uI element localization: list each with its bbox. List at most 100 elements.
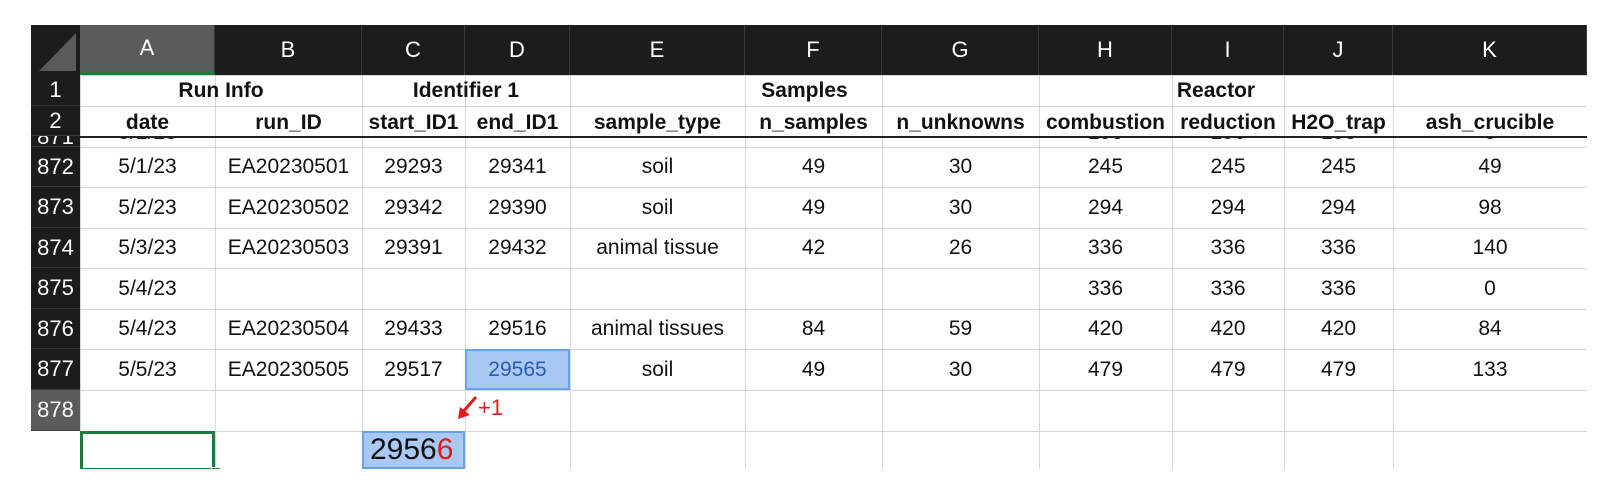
table-cell[interactable]: 29516 [465,309,570,349]
table-cell[interactable]: 30 [882,349,1039,390]
table-cell[interactable]: 420 [1039,309,1172,349]
table-cell[interactable]: 26 [882,228,1039,268]
group-header-identifier[interactable]: Identifier 1 [412,78,520,102]
group-header-run-info[interactable]: Run Info [178,78,264,102]
table-cell[interactable]: 29390 [465,187,570,228]
table-cell[interactable]: 49 [745,187,882,228]
column-header-a[interactable]: A [80,25,215,75]
table-cell[interactable]: 0 [1393,268,1587,309]
row-header-876[interactable]: 876 [31,309,80,349]
table-cell[interactable] [362,268,465,309]
table-cell[interactable]: 49 [1393,147,1587,187]
column-header-b[interactable]: B [215,25,362,75]
table-cell[interactable]: 5/1/23 [80,136,215,147]
column-header-i[interactable]: I [1172,25,1284,75]
table-cell[interactable]: 30 [882,147,1039,187]
active-cell-a878[interactable] [80,431,215,469]
table-cell[interactable]: 29432 [465,228,570,268]
table-cell[interactable]: 84 [745,309,882,349]
table-cell[interactable]: 336 [1172,228,1284,268]
table-cell[interactable]: 294 [1284,187,1393,228]
column-title-date[interactable]: date [125,111,170,134]
table-cell[interactable]: 336 [1284,228,1393,268]
cell-c878-value[interactable]: 2956 6 [362,431,465,469]
row-header-877[interactable]: 877 [31,349,80,390]
row-header-2[interactable]: 2 [31,106,80,136]
table-cell[interactable]: 420 [1284,309,1393,349]
table-cell[interactable]: 59 [882,309,1039,349]
fill-handle[interactable] [211,467,221,469]
table-cell[interactable]: 5/4/23 [80,309,215,349]
column-title-sample-type[interactable]: sample_type [593,111,722,134]
table-cell[interactable]: 245 [1172,147,1284,187]
table-cell[interactable]: 49 [745,349,882,390]
table-cell[interactable]: soil [570,187,745,228]
table-cell[interactable] [745,268,882,309]
table-cell[interactable]: 5/4/23 [80,268,215,309]
column-title-n-unknowns[interactable]: n_unknowns [896,111,1025,134]
row-header-871[interactable]: 871 [31,136,80,147]
group-header-reactor[interactable]: Reactor [1176,78,1256,102]
table-cell[interactable]: 336 [1039,268,1172,309]
table-cell[interactable]: 5/1/23 [80,147,215,187]
table-cell[interactable]: 29342 [362,187,465,228]
table-cell[interactable]: 294 [1172,187,1284,228]
table-cell[interactable]: animal tissue [570,228,745,268]
row-header-878[interactable]: 878 [31,390,80,431]
column-header-f[interactable]: F [745,25,882,75]
table-cell[interactable]: 245 [1284,147,1393,187]
table-cell[interactable]: 5/3/23 [80,228,215,268]
column-title-end-id1[interactable]: end_ID1 [476,111,559,134]
column-header-g[interactable]: G [882,25,1039,75]
row-header-873[interactable]: 873 [31,187,80,228]
table-cell[interactable]: 420 [1172,309,1284,349]
table-cell[interactable]: 196 [1284,136,1393,147]
table-cell[interactable]: 98 [1393,187,1587,228]
table-cell[interactable]: 29565 [465,349,570,390]
table-cell[interactable]: 5/2/23 [80,187,215,228]
table-cell[interactable]: 245 [1039,147,1172,187]
column-title-combustion[interactable]: combustion [1046,111,1165,134]
table-cell[interactable]: 30 [882,187,1039,228]
column-title-ash-crucible[interactable]: ash_crucible [1425,111,1555,134]
table-cell[interactable]: EA20230504 [215,309,362,349]
row-header-872[interactable]: 872 [31,147,80,187]
table-cell[interactable]: EA20230505 [215,349,362,390]
table-cell[interactable]: 196 [1172,136,1284,147]
column-header-e[interactable]: E [570,25,745,75]
table-cell[interactable] [570,268,745,309]
row-header-874[interactable]: 874 [31,228,80,268]
table-cell[interactable]: 29433 [362,309,465,349]
table-cell[interactable]: animal tissues [570,309,745,349]
column-title-h2o-trap[interactable]: H2O_trap [1291,111,1386,134]
table-cell[interactable]: 336 [1284,268,1393,309]
table-cell[interactable]: 49 [745,147,882,187]
column-header-c[interactable]: C [362,25,465,75]
table-cell[interactable]: EA20230501 [215,147,362,187]
row-header-1[interactable]: 1 [31,75,80,106]
column-header-k[interactable]: K [1393,25,1587,75]
column-title-run-id[interactable]: run_ID [255,111,322,134]
table-cell[interactable]: 84 [1393,309,1587,349]
table-cell[interactable]: 29391 [362,228,465,268]
table-cell[interactable]: 294 [1039,187,1172,228]
table-cell[interactable]: EA20230502 [215,187,362,228]
table-cell[interactable]: 140 [1393,228,1587,268]
column-header-j[interactable]: J [1284,25,1393,75]
table-cell[interactable]: 5/5/23 [80,349,215,390]
table-cell[interactable]: 0 [1393,136,1587,147]
table-cell[interactable]: 479 [1172,349,1284,390]
table-cell[interactable]: 196 [1039,136,1172,147]
table-cell[interactable]: 336 [1172,268,1284,309]
table-cell[interactable]: EA20230503 [215,228,362,268]
table-cell[interactable]: 336 [1039,228,1172,268]
group-header-samples[interactable]: Samples [761,78,848,102]
column-header-h[interactable]: H [1039,25,1172,75]
table-cell[interactable] [215,268,362,309]
table-cell[interactable]: 29517 [362,349,465,390]
column-title-n-samples[interactable]: n_samples [759,111,868,134]
table-cell[interactable] [882,268,1039,309]
table-cell[interactable]: 42 [745,228,882,268]
table-cell[interactable]: 29341 [465,147,570,187]
table-cell[interactable]: 29293 [362,147,465,187]
